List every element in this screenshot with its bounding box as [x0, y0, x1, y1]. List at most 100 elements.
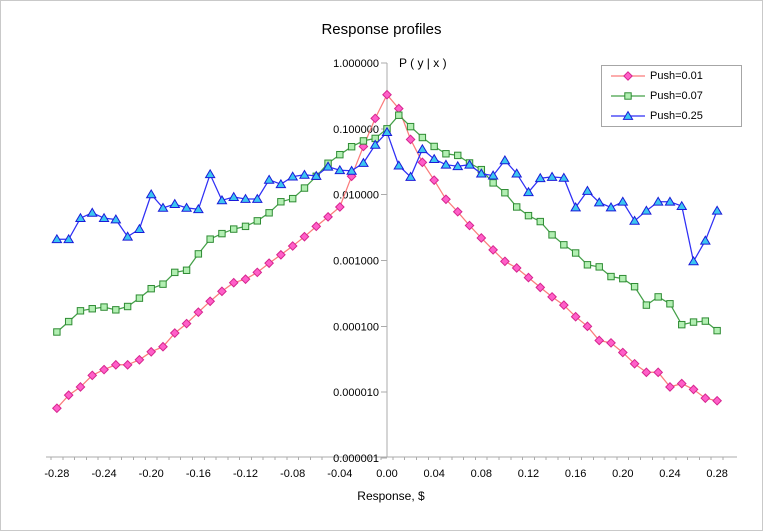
diamond-marker-icon — [653, 367, 664, 378]
square-marker-icon — [277, 198, 285, 206]
diamond-marker-icon — [205, 296, 216, 307]
square-marker-icon — [206, 235, 214, 243]
legend-item-push-0.25: Push=0.25 — [610, 106, 741, 126]
triangle-marker-icon — [416, 143, 428, 154]
square-marker-icon — [359, 137, 368, 145]
diamond-marker-icon — [240, 274, 251, 285]
triangle-marker-icon — [240, 193, 251, 203]
x-tick-label: 0.28 — [706, 468, 727, 480]
diamond-marker-icon — [700, 393, 711, 404]
square-marker-icon — [288, 194, 297, 203]
square-marker-icon — [454, 151, 462, 160]
diamond-marker-icon — [452, 206, 463, 217]
triangle-marker-icon — [393, 160, 405, 170]
y-tick-label: 0.010000 — [333, 190, 379, 202]
triangle-marker-icon — [322, 161, 334, 171]
diamond-marker-icon — [511, 263, 522, 273]
triangle-marker-icon — [629, 215, 641, 225]
diamond-marker-icon — [629, 358, 640, 369]
diamond-marker-icon — [122, 359, 133, 370]
triangle-marker-icon — [475, 168, 487, 178]
triangle-marker-icon — [664, 196, 676, 206]
diamond-marker-icon — [382, 89, 392, 100]
diamond-marker-icon — [665, 382, 675, 392]
x-tick-label: -0.08 — [280, 468, 305, 480]
diamond-marker-icon — [264, 258, 275, 269]
square-marker-icon — [595, 263, 603, 271]
diamond-marker-icon — [523, 272, 534, 283]
square-marker-icon — [64, 317, 73, 326]
square-marker-icon — [501, 189, 509, 197]
diamond-marker-icon — [594, 335, 605, 346]
triangle-marker-icon — [369, 139, 381, 149]
square-marker-icon — [489, 179, 497, 187]
square-marker-icon — [147, 284, 155, 293]
x-tick-label: -0.20 — [139, 468, 164, 480]
legend-label: Push=0.01 — [650, 70, 703, 82]
chart-title: Response profiles — [321, 21, 442, 38]
square-marker-icon — [654, 293, 662, 301]
legend-label: Push=0.07 — [650, 90, 703, 102]
square-marker-icon — [548, 231, 556, 239]
triangle-marker-icon — [711, 205, 723, 215]
triangle-marker-icon — [405, 171, 417, 181]
triangle-marker-icon — [145, 188, 157, 199]
square-marker-icon — [689, 318, 698, 326]
triangle-marker-icon — [204, 168, 216, 179]
triangle-marker-icon — [676, 200, 688, 211]
square-marker-icon — [123, 302, 132, 311]
legend-swatch-square-icon — [611, 92, 645, 100]
triangle-marker-icon — [617, 196, 629, 206]
triangle-marker-icon — [74, 212, 86, 223]
square-marker-icon — [241, 222, 250, 231]
y-tick-label: 0.000001 — [333, 453, 379, 465]
diamond-marker-icon — [169, 328, 180, 338]
square-marker-icon — [182, 266, 191, 274]
series-push-0.25 — [51, 126, 723, 266]
triangle-marker-icon — [381, 126, 393, 137]
x-tick-label: 0.00 — [376, 468, 397, 480]
triangle-marker-icon — [581, 185, 593, 195]
square-marker-icon — [512, 203, 521, 211]
diamond-marker-icon — [417, 157, 428, 168]
series-push-0.01 — [51, 89, 723, 414]
legend-item-push-0.07: Push=0.07 — [610, 86, 741, 106]
square-marker-icon — [88, 305, 96, 313]
triangle-marker-icon — [440, 159, 452, 169]
diamond-marker-icon — [110, 359, 121, 370]
diamond-marker-icon — [429, 175, 440, 186]
square-marker-icon — [265, 209, 273, 217]
square-marker-icon — [442, 150, 450, 158]
triangle-marker-icon — [511, 168, 523, 178]
diamond-marker-icon — [217, 286, 227, 297]
square-marker-icon — [678, 320, 686, 329]
triangle-marker-icon — [558, 172, 570, 182]
square-marker-icon — [395, 111, 403, 119]
square-marker-icon — [347, 143, 356, 151]
diamond-marker-icon — [582, 321, 593, 332]
square-marker-icon — [607, 272, 615, 281]
diamond-marker-icon — [441, 194, 451, 205]
diamond-marker-icon — [158, 341, 168, 352]
diamond-marker-icon — [87, 370, 98, 381]
legend-label: Push=0.25 — [650, 110, 703, 122]
triangle-marker-icon — [487, 170, 499, 180]
diamond-marker-icon — [193, 307, 204, 318]
diamond-marker-icon — [275, 249, 286, 260]
square-marker-icon — [583, 261, 592, 269]
legend-item-push-0.01: Push=0.01 — [610, 66, 741, 86]
x-tick-label: -0.04 — [327, 468, 352, 480]
triangle-marker-icon — [169, 198, 181, 208]
triangle-marker-icon — [263, 174, 275, 184]
diamond-marker-icon — [370, 113, 381, 124]
y-tick-label: 0.000100 — [333, 321, 379, 333]
x-tick-label: 0.12 — [518, 468, 539, 480]
triangle-marker-icon — [216, 194, 228, 205]
triangle-marker-icon — [287, 171, 299, 181]
diamond-marker-icon — [334, 202, 345, 212]
square-marker-icon — [430, 142, 438, 151]
diamond-marker-icon — [558, 300, 569, 311]
x-tick-label: -0.12 — [233, 468, 258, 480]
